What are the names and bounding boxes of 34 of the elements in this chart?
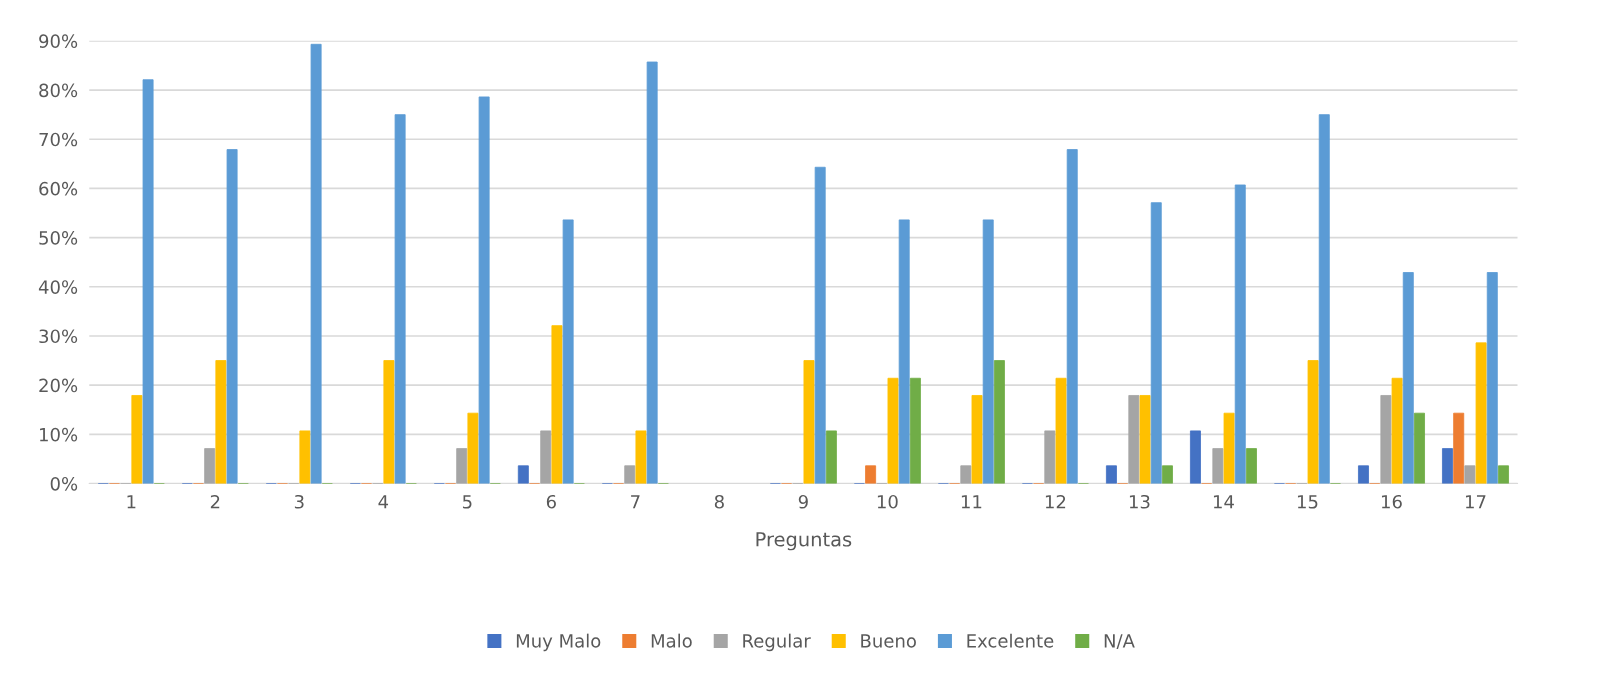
y-tick-label: 40% bbox=[38, 280, 78, 294]
legend-label: Bueno bbox=[861, 634, 916, 648]
x-tick-label: 9 bbox=[798, 494, 808, 509]
y-tick-label: 70% bbox=[39, 132, 78, 147]
y-tick-label: 50% bbox=[39, 231, 78, 245]
x-tick-label: 17 bbox=[1465, 495, 1486, 509]
legend-label: Excelente bbox=[967, 633, 1054, 648]
y-tick-label: 30% bbox=[39, 329, 78, 344]
y-tick-label: 90% bbox=[39, 34, 78, 48]
x-tick-label: 14 bbox=[1213, 495, 1234, 509]
y-tick-label: 20% bbox=[39, 378, 78, 393]
y-tick-label: 10% bbox=[40, 427, 78, 442]
x-tick-label: 12 bbox=[1045, 494, 1066, 509]
x-tick-label: 7 bbox=[631, 495, 640, 509]
x-tick-label: 13 bbox=[1129, 494, 1150, 509]
x-axis-title: Preguntas bbox=[756, 532, 852, 551]
x-tick-label: 15 bbox=[1297, 495, 1318, 509]
legend-label: Malo bbox=[651, 633, 692, 648]
x-tick-label: 2 bbox=[210, 494, 220, 509]
x-tick-label: 1 bbox=[127, 495, 136, 509]
x-tick-label: 5 bbox=[462, 495, 472, 509]
x-tick-label: 10 bbox=[877, 494, 898, 509]
y-tick-label: 80% bbox=[39, 83, 78, 98]
x-tick-label: 6 bbox=[546, 494, 556, 509]
x-tick-label: 11 bbox=[961, 495, 982, 509]
x-tick-label: 4 bbox=[378, 495, 389, 509]
legend-label: Regular bbox=[743, 633, 811, 652]
y-tick-label: 60% bbox=[39, 181, 78, 196]
x-tick-label: 16 bbox=[1381, 494, 1402, 509]
legend-label: N/A bbox=[1104, 634, 1135, 650]
x-tick-label: 8 bbox=[714, 494, 724, 509]
legend-label: Muy Malo bbox=[516, 633, 601, 652]
x-tick-label: 3 bbox=[294, 494, 304, 509]
y-tick-label: 0% bbox=[50, 476, 78, 491]
